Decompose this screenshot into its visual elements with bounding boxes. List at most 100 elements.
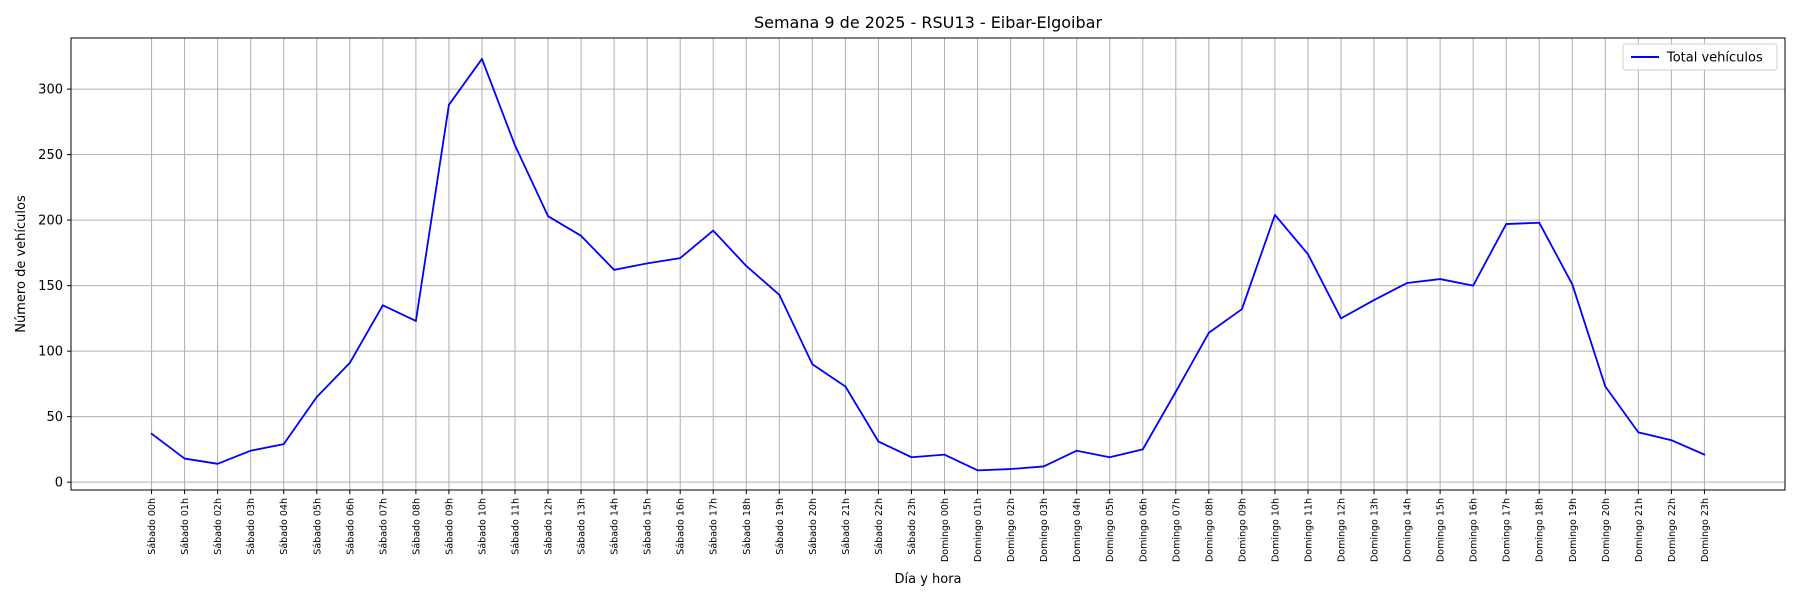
data-point	[778, 293, 781, 296]
data-point	[1604, 385, 1607, 388]
data-point	[1505, 223, 1508, 225]
x-tick-label: Sábado 00h	[147, 498, 158, 555]
series-line	[151, 58, 1705, 472]
series-layer	[150, 58, 1706, 472]
x-tick-label: Sábado 19h	[775, 498, 786, 555]
x-tick-label: Sábado 14h	[610, 498, 621, 555]
y-tick-label: 200	[38, 214, 63, 229]
data-point	[1373, 299, 1375, 301]
x-tick-label: Domingo 08h	[1204, 498, 1215, 562]
x-tick-label: Domingo 09h	[1237, 498, 1248, 562]
x-tick-label: Sábado 17h	[709, 498, 720, 555]
y-tick-label: 50	[46, 410, 63, 425]
data-point	[943, 453, 946, 456]
data-point	[1340, 317, 1342, 320]
x-tick-label: Sábado 06h	[345, 498, 356, 555]
x-tick-label: Sábado 18h	[742, 498, 753, 555]
data-point	[745, 265, 748, 267]
x-tick-label: Domingo 16h	[1469, 498, 1480, 562]
data-point	[414, 320, 417, 322]
data-point	[646, 262, 649, 265]
data-point	[712, 229, 715, 232]
data-point	[1207, 331, 1210, 334]
x-tick-label: Domingo 01h	[973, 498, 984, 562]
x-tick-label: Sábado 09h	[444, 498, 455, 555]
data-point	[1108, 456, 1111, 459]
plot-frame	[70, 37, 1786, 491]
y-tick-label: 0	[55, 476, 63, 491]
data-point	[183, 457, 186, 460]
x-tick-label: Domingo 03h	[1039, 498, 1050, 562]
data-point	[844, 385, 847, 388]
x-tick-label: Sábado 03h	[246, 498, 257, 555]
x-tick-label: Domingo 02h	[1006, 498, 1017, 562]
x-tick-label: Domingo 00h	[940, 498, 951, 562]
data-point	[150, 432, 153, 435]
data-point	[282, 443, 285, 446]
x-tick-label: Domingo 19h	[1568, 498, 1579, 562]
data-point	[1240, 308, 1243, 311]
data-point	[679, 257, 682, 260]
data-point	[1009, 468, 1012, 470]
x-tick-label: Sábado 11h	[510, 498, 521, 555]
x-tick-label: Sábado 10h	[477, 498, 488, 555]
data-point	[514, 144, 516, 147]
x-tick-label: Domingo 14h	[1403, 498, 1414, 562]
y-axis-label: Número de vehículos	[14, 195, 29, 333]
data-point	[1406, 282, 1408, 284]
x-tick-label: Sábado 22h	[874, 498, 885, 555]
data-point	[1174, 390, 1177, 393]
data-point	[348, 362, 351, 364]
x-tick-label: Sábado 07h	[378, 498, 389, 555]
data-point	[613, 268, 616, 271]
x-tick-label: Domingo 18h	[1535, 498, 1546, 562]
x-tick-label: Domingo 04h	[1072, 498, 1083, 562]
x-tick-label: Sábado 12h	[544, 498, 555, 555]
data-point	[1637, 431, 1640, 434]
data-point	[216, 462, 219, 465]
x-tick-label: Domingo 23h	[1700, 498, 1711, 562]
x-tick-label: Sábado 08h	[411, 498, 422, 555]
x-tick-label: Domingo 07h	[1171, 498, 1182, 562]
data-point	[877, 440, 880, 443]
x-tick-label: Sábado 16h	[676, 498, 687, 555]
y-tick-label: 150	[38, 279, 63, 294]
x-axis: Sábado 00h Sábado 01h Sábado 02h Sábado 03h…	[147, 490, 1711, 562]
x-tick-label: Domingo 21h	[1634, 498, 1645, 562]
data-point	[448, 103, 450, 106]
data-point	[580, 234, 582, 237]
x-tick-label: Domingo 15h	[1436, 498, 1447, 562]
x-tick-label: Domingo 05h	[1105, 498, 1116, 562]
data-point	[547, 215, 549, 218]
data-point	[315, 396, 318, 398]
data-point	[1703, 453, 1706, 456]
x-tick-label: Domingo 10h	[1270, 498, 1281, 562]
data-point	[1274, 213, 1276, 216]
legend: Total vehículos	[1622, 43, 1778, 71]
data-point	[1538, 221, 1541, 224]
legend-entry: Total vehículos	[1666, 51, 1763, 66]
x-tick-label: Domingo 06h	[1138, 498, 1149, 562]
x-tick-label: Domingo 20h	[1601, 498, 1612, 562]
data-point	[1141, 448, 1144, 451]
data-point	[1075, 449, 1078, 452]
data-point	[910, 456, 913, 459]
x-axis-label: Día y hora	[894, 572, 961, 587]
grid	[71, 38, 1785, 490]
data-point	[381, 304, 384, 307]
data-point	[481, 58, 483, 60]
x-tick-label: Domingo 13h	[1370, 498, 1381, 562]
data-point	[976, 469, 979, 472]
x-tick-label: Sábado 05h	[312, 498, 323, 555]
x-tick-label: Domingo 12h	[1337, 498, 1348, 562]
x-tick-label: Sábado 15h	[643, 498, 654, 555]
data-point	[811, 363, 814, 366]
x-tick-label: Domingo 11h	[1303, 498, 1314, 562]
data-point	[1472, 284, 1475, 287]
data-point	[1307, 253, 1309, 256]
x-tick-label: Sábado 21h	[841, 498, 852, 555]
data-point	[1670, 439, 1673, 442]
x-tick-label: Sábado 20h	[808, 498, 819, 555]
